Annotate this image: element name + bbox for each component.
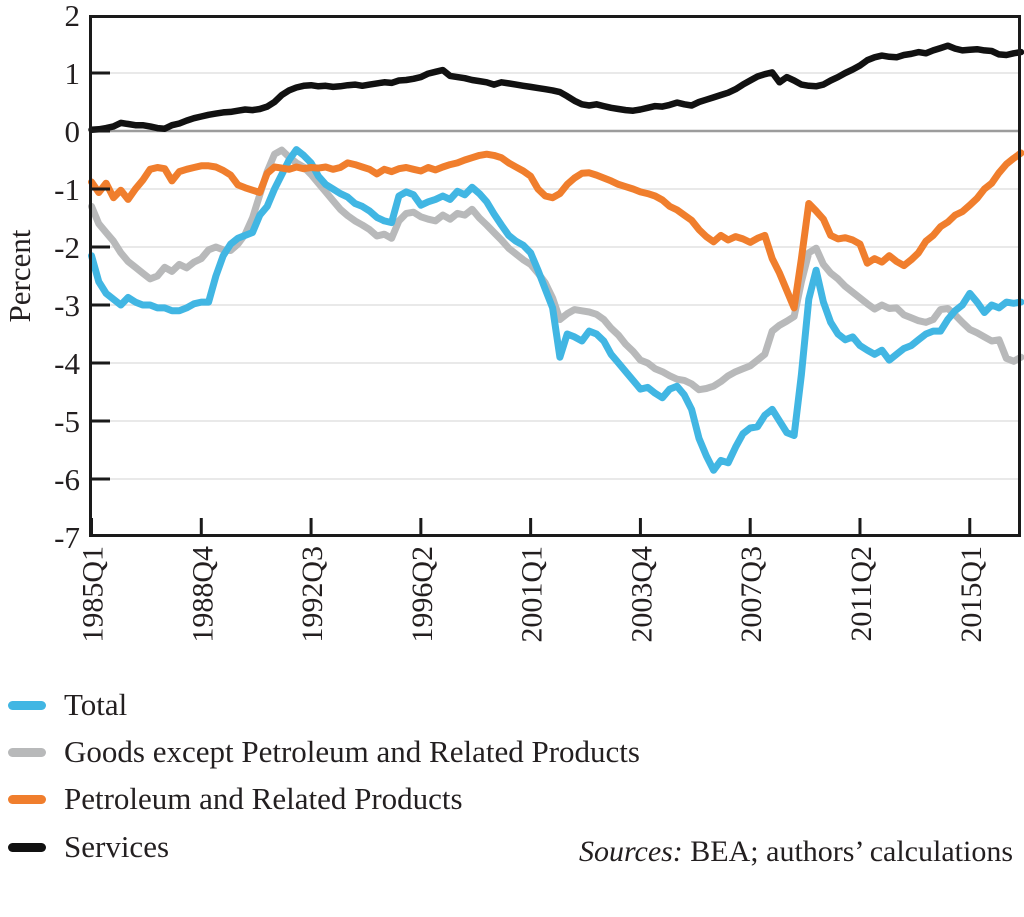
y-tick-label: -3 (54, 288, 80, 323)
x-tick-label: 1985Q1 (77, 546, 110, 643)
x-tick-label: 2001Q1 (516, 546, 549, 643)
y-tick-label: 1 (65, 56, 81, 91)
y-tick-label: -5 (54, 404, 80, 439)
legend-item-goods-ex-petroleum: Goods except Petroleum and Related Produ… (8, 735, 640, 769)
plot-frame-rect (89, 15, 1021, 537)
x-tick-label: 1988Q4 (186, 546, 219, 643)
x-tick-label: 1992Q3 (296, 546, 329, 643)
axis-ticks (90, 71, 972, 536)
legend-label-petroleum: Petroleum and Related Products (64, 781, 463, 816)
plot-frame (89, 15, 1021, 537)
x-tick-label: 2015Q1 (955, 546, 988, 643)
source-text: BEA; authors’ calculations (682, 835, 1013, 868)
y-tick-label: -2 (54, 230, 80, 265)
y-axis-title: Percent (2, 229, 37, 322)
y-tick-label: -7 (54, 520, 80, 555)
x-tick-label: 1996Q2 (406, 546, 439, 643)
goods-ex-petroleum-line-swatch (8, 747, 46, 757)
y-tick-label: -6 (54, 462, 80, 497)
series-line-total (88, 146, 1024, 474)
total-line-swatch (8, 700, 46, 710)
legend-item-services: Services (8, 830, 169, 864)
series-lines (88, 42, 1024, 474)
petroleum-line-swatch (8, 794, 46, 804)
legend-label-goods-ex-petroleum: Goods except Petroleum and Related Produ… (64, 734, 640, 769)
legend-item-total: Total (8, 688, 127, 722)
x-tick-label: 2011Q2 (845, 546, 878, 642)
source-prefix: Sources: (578, 835, 683, 868)
gridlines (92, 72, 1020, 480)
y-tick-label: -4 (54, 346, 80, 381)
y-tick-label: 2 (65, 0, 81, 33)
services-line-swatch (8, 842, 46, 852)
series-line-petroleum-and-related-products (88, 149, 1024, 312)
legend-label-services: Services (64, 829, 170, 864)
y-tick-label: -1 (54, 172, 80, 207)
x-tick-label: 2003Q4 (625, 546, 658, 643)
x-tick-label: 2007Q3 (735, 546, 768, 643)
y-tick-label: 0 (65, 114, 81, 149)
series-line-services (88, 42, 1024, 134)
source-note: Sources: BEA; authors’ calculations (579, 835, 1013, 869)
legend-label-total: Total (64, 687, 128, 722)
legend-item-petroleum: Petroleum and Related Products (8, 782, 463, 816)
